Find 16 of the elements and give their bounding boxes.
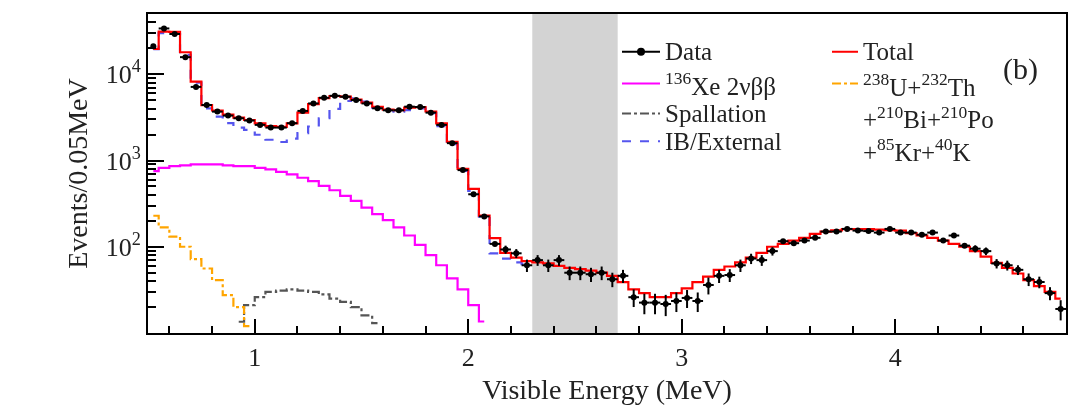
text: $^{238}$U+$^{232}$Th +$^{210}$Bi+$^{210}$Po +$^{85}$Kr+$^{40}$K	[863, 69, 994, 166]
x-tick-label: 1	[248, 343, 262, 373]
annotation: (b)	[1003, 52, 1038, 86]
y-tick-label: 10$^{3}$	[105, 142, 141, 176]
y-tick-label: 10$^{2}$	[105, 228, 141, 262]
legend-label: IB/External	[665, 128, 782, 155]
y-tick-label: 10$^{4}$	[105, 56, 141, 90]
y-axis-title: Events/0.05MeV	[61, 78, 93, 269]
x-tick-label: 2	[461, 343, 475, 373]
legend-label: Total	[863, 38, 915, 65]
x-tick-label: 4	[888, 343, 902, 373]
legend-label: Data	[665, 38, 713, 65]
x-axis-title: Visible Energy (MeV)	[482, 373, 732, 405]
x-tick-label: 3	[675, 343, 689, 373]
legend-label: $^{136}$Xe 2νββ	[665, 68, 776, 100]
legend-label: Spallation	[665, 100, 767, 127]
